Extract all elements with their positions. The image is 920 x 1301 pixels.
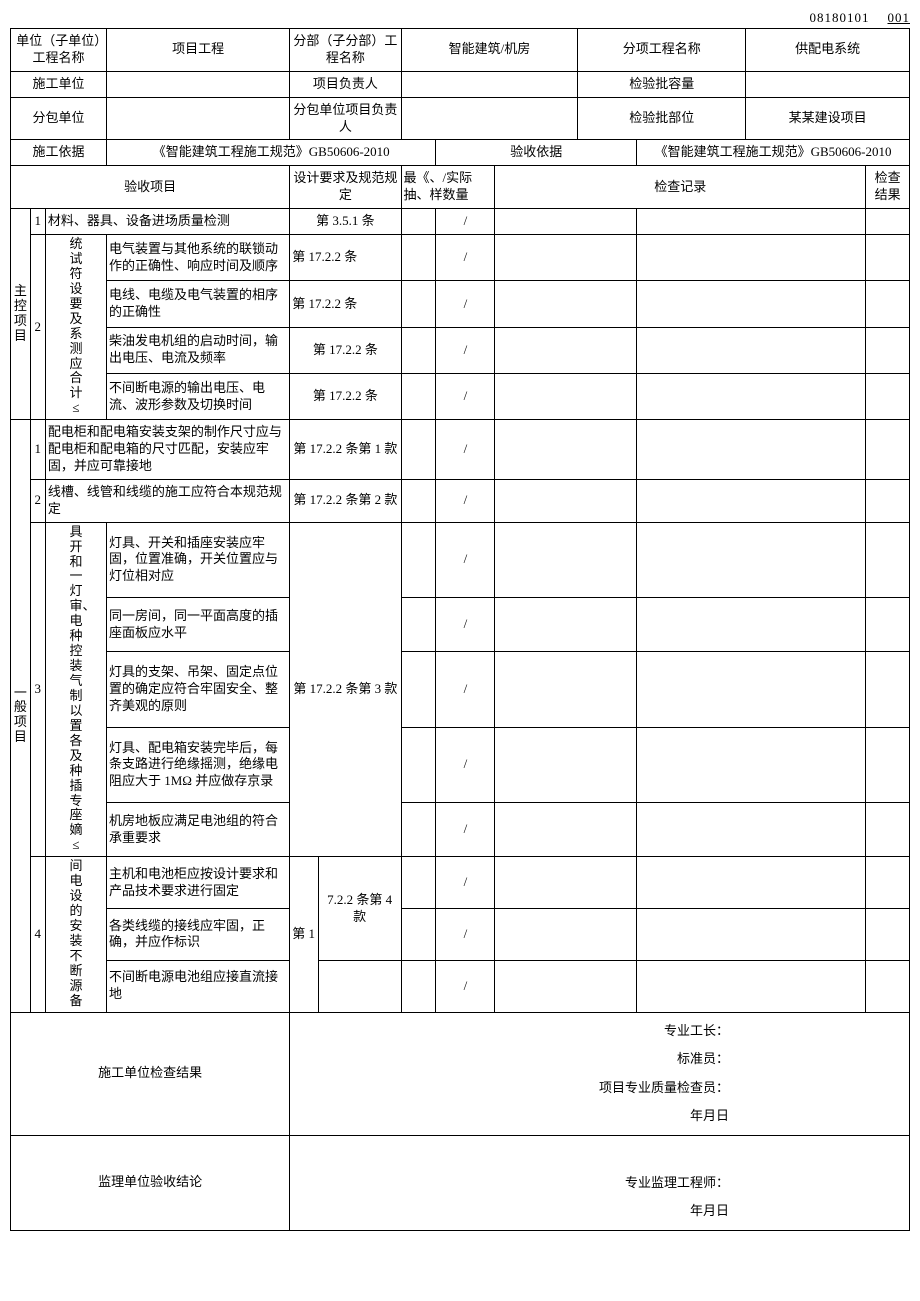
- item-row: 2 线槽、线管和线缆的施工应符合本规范规定 第 17.2.2 条第 2 款 /: [11, 479, 910, 522]
- header-row: 单位（子单位）工程名称 项目工程 分部（子分部）工程名称 智能建筑/机房 分项工…: [11, 29, 910, 72]
- item-row: 同一房间，同一平面高度的插座面板应水平 /: [11, 598, 910, 652]
- item-row: 3 具开和一灯审、电种控装气制以置各及种插专座嫡≤ 灯具、开关和插座安装应牢固，…: [11, 522, 910, 597]
- group-label: 间电设的安装不断源备: [45, 857, 106, 1012]
- item-row: 机房地板应满足电池组的符合承重要求 /: [11, 803, 910, 857]
- header-row: 施工依据 《智能建筑工程施工规范》GB50606-2010 验收依据 《智能建筑…: [11, 140, 910, 166]
- item-row: 电线、电缆及电气装置的相序的正确性 第 17.2.2 条 /: [11, 281, 910, 327]
- group-label: 具开和一灯审、电种控装气制以置各及种插专座嫡≤: [45, 522, 106, 857]
- signoff-row: 施工单位检查结果 专业工长： 标准员： 项目专业质量检查员： 年月日: [11, 1012, 910, 1135]
- item-row: 灯具的支架、吊架、固定点位置的确定应符合牢固安全、整齐美观的原则 /: [11, 652, 910, 727]
- signoff-label: 监理单位验收结论: [11, 1135, 290, 1230]
- section-label: 主控项目: [11, 209, 31, 420]
- group-label: 统试符设要及系测应合计≤: [45, 235, 106, 420]
- signoff-label: 施工单位检查结果: [11, 1012, 290, 1135]
- value: 项目工程: [106, 29, 289, 72]
- value: 智能建筑/机房: [401, 29, 578, 72]
- item-row: 2 统试符设要及系测应合计≤ 电气装置与其他系统的联锁动作的正确性、响应时间及顺…: [11, 235, 910, 281]
- item-header-row: 验收项目 设计要求及规范规定 最《、/实际抽、样数量 检查记录 检查结果: [11, 166, 910, 209]
- label: 分项工程名称: [578, 29, 746, 72]
- label: 分部（子分部）工程名称: [290, 29, 401, 72]
- item-row: 4 间电设的安装不断源备 主机和电池柜应按设计要求和产品技术要求进行固定 第 1…: [11, 857, 910, 909]
- item-row: 主控项目 1 材料、器具、设备进场质量检测 第 3.5.1 条 /: [11, 209, 910, 235]
- item-row: 不间断电源电池组应接直流接地 /: [11, 960, 910, 1012]
- item-row: 灯具、配电箱安装完毕后，每条支路进行绝缘摇测，绝缘电阻应大于 1MΩ 并应做存京…: [11, 727, 910, 802]
- signoff-body: 专业工长： 标准员： 项目专业质量检查员： 年月日: [290, 1012, 910, 1135]
- section-label: 一般项目: [11, 420, 31, 1012]
- item-row: 柴油发电机组的启动时间，输出电压、电流及频率 第 17.2.2 条 /: [11, 327, 910, 373]
- value: 供配电系统: [746, 29, 910, 72]
- signoff-body: 专业监理工程师： 年月日: [290, 1135, 910, 1230]
- item-row: 不间断电源的输出电压、电流、波形参数及切换时间 第 17.2.2 条 /: [11, 373, 910, 419]
- item-row: 各类线缆的接线应牢固，正确，并应作标识 /: [11, 909, 910, 961]
- item-row: 一般项目 1 配电柜和配电箱安装支架的制作尺寸应与配电柜和配电箱的尺寸匹配，安装…: [11, 420, 910, 480]
- inspection-form-table: 单位（子单位）工程名称 项目工程 分部（子分部）工程名称 智能建筑/机房 分项工…: [10, 28, 910, 1231]
- signoff-row: 监理单位验收结论 专业监理工程师： 年月日: [11, 1135, 910, 1230]
- header-row: 施工单位 项目负责人 检验批容量: [11, 71, 910, 97]
- label: 单位（子单位）工程名称: [11, 29, 107, 72]
- header-row: 分包单位 分包单位项目负责人 检验批部位 某某建设项目: [11, 97, 910, 140]
- document-code: 08180101001: [10, 10, 910, 26]
